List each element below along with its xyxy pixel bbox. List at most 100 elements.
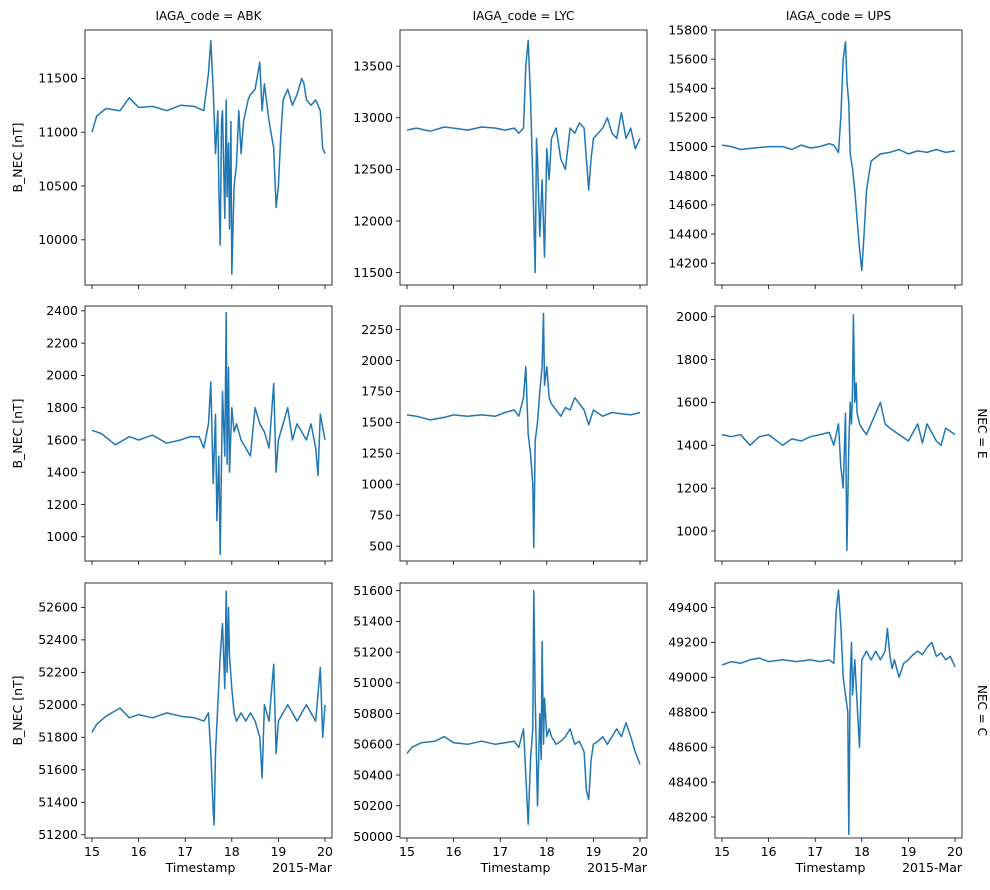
x-tick-label: 16 (131, 844, 147, 859)
y-tick-label: 14600 (668, 197, 708, 212)
y-tick-label: 51200 (353, 644, 393, 659)
x-tick-label: 15 (399, 844, 415, 859)
y-tick-label: 1000 (361, 477, 393, 492)
y-tick-label: 1600 (46, 432, 78, 447)
y-tick-label: 49400 (668, 600, 708, 615)
y-tick-label: 50600 (353, 737, 393, 752)
plot-frame (399, 305, 648, 562)
y-tick-label: 50400 (353, 767, 393, 782)
x-offset-label: 2015-Mar (902, 860, 963, 875)
y-tick-label: 49200 (668, 635, 708, 650)
facet-row-label: NEC = E (975, 408, 989, 458)
y-tick-label: 1250 (361, 446, 393, 461)
y-tick-label: 15200 (668, 110, 708, 125)
y-tick-label: 14200 (668, 255, 708, 270)
y-tick-label: 1800 (676, 352, 708, 367)
plot-frame (84, 305, 333, 562)
series-line (721, 313, 956, 552)
y-axis-label: B_NEC [nT] (10, 398, 25, 468)
y-tick-label: 49000 (668, 670, 708, 685)
facet-panel-1-0: 1000 1200 1400 1600 1800 2000 2200 2400 B_NEC [n… (10, 303, 333, 565)
y-tick-label: 51200 (38, 827, 78, 842)
series-line (721, 40, 956, 272)
plot-frame (84, 582, 333, 839)
x-axis-label: Timestamp (480, 860, 551, 875)
plot-frame (714, 29, 963, 286)
x-offset-label: 2015-Mar (272, 860, 333, 875)
y-tick-label: 11500 (353, 265, 393, 280)
y-tick-label: 14400 (668, 226, 708, 241)
facet-column-title: IAGA_code = LYC (473, 9, 575, 23)
y-tick-label: 15000 (668, 139, 708, 154)
series-line (91, 40, 326, 275)
y-tick-label: 15800 (668, 22, 708, 37)
y-tick-label: 14800 (668, 168, 708, 183)
y-tick-label: 1000 (676, 523, 708, 538)
y-tick-label: 2400 (46, 303, 78, 318)
series-line (91, 311, 326, 556)
y-tick-label: 51400 (353, 614, 393, 629)
y-tick-label: 51600 (353, 583, 393, 598)
y-tick-label: 51000 (353, 675, 393, 690)
series-line (721, 589, 956, 836)
y-tick-label: 50800 (353, 706, 393, 721)
facet-column-title: IAGA_code = ABK (156, 9, 263, 23)
series-line (406, 589, 641, 825)
y-tick-label: 2250 (361, 322, 393, 337)
y-tick-label: 1400 (46, 465, 78, 480)
facet-panel-0-0: 10000 10500 11000 11500 B_NEC [nT] IAGA_code … (10, 9, 333, 289)
x-tick-label: 20 (947, 844, 963, 859)
series-line (91, 590, 326, 826)
x-tick-label: 18 (224, 844, 240, 859)
y-tick-label: 52600 (38, 600, 78, 615)
y-tick-label: 52000 (38, 697, 78, 712)
facet-panel-2-2: 48200 48400 48600 48800 49000 49200 49400 15 16 1… (668, 582, 989, 875)
y-tick-label: 10000 (38, 232, 78, 247)
y-tick-label: 11000 (38, 125, 78, 140)
series-line (406, 312, 641, 549)
y-tick-label: 1000 (46, 529, 78, 544)
x-tick-label: 20 (632, 844, 648, 859)
y-tick-label: 48400 (668, 774, 708, 789)
x-tick-label: 18 (854, 844, 870, 859)
y-tick-label: 52200 (38, 665, 78, 680)
y-tick-label: 750 (369, 507, 393, 522)
y-tick-label: 1200 (46, 497, 78, 512)
y-tick-label: 50200 (353, 798, 393, 813)
y-tick-label: 1200 (676, 480, 708, 495)
y-tick-label: 52400 (38, 632, 78, 647)
x-tick-label: 18 (539, 844, 555, 859)
facet-panel-1-2: 1000 1200 1400 1600 1800 2000 NEC = E (676, 305, 989, 565)
y-tick-label: 13000 (353, 110, 393, 125)
y-tick-label: 48200 (668, 809, 708, 824)
x-tick-label: 19 (900, 844, 916, 859)
plot-frame (84, 29, 333, 286)
x-tick-label: 16 (446, 844, 462, 859)
y-tick-label: 50000 (353, 829, 393, 844)
facet-panel-2-0: 51200 51400 51600 51800 52000 52200 52400 52600… (10, 582, 333, 875)
x-axis-label: Timestamp (795, 860, 866, 875)
x-tick-label: 17 (177, 844, 193, 859)
y-tick-label: 1750 (361, 384, 393, 399)
y-tick-label: 10500 (38, 178, 78, 193)
facet-row-label: NEC = C (975, 685, 989, 736)
x-tick-label: 17 (807, 844, 823, 859)
plot-frame (399, 29, 648, 286)
facet-panel-0-1: 11500 12000 12500 13000 13500 IAGA_code = LYC (353, 9, 648, 289)
x-offset-label: 2015-Mar (587, 860, 648, 875)
x-tick-label: 16 (761, 844, 777, 859)
y-tick-label: 500 (369, 538, 393, 553)
y-tick-label: 1500 (361, 415, 393, 430)
y-tick-label: 2200 (46, 335, 78, 350)
y-tick-label: 51400 (38, 795, 78, 810)
x-tick-label: 19 (585, 844, 601, 859)
y-tick-label: 48600 (668, 739, 708, 754)
y-tick-label: 12500 (353, 162, 393, 177)
facet-panel-0-2: 14200 14400 14600 14800 15000 15200 15400 15600… (668, 9, 963, 289)
facet-panel-2-1: 50000 50200 50400 50600 50800 51000 51200 51400… (353, 582, 648, 875)
x-axis-label: Timestamp (165, 860, 236, 875)
y-tick-label: 1800 (46, 400, 78, 415)
plot-frame (714, 305, 963, 562)
y-tick-label: 2000 (46, 368, 78, 383)
plot-frame (399, 582, 648, 839)
